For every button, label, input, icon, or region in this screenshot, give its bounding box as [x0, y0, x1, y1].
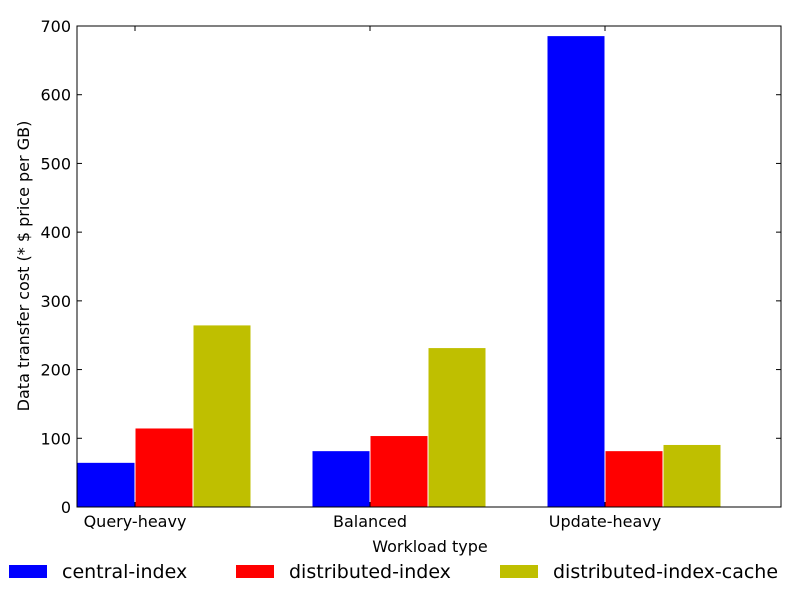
y-tick-label: 600	[40, 86, 71, 105]
plot-frame	[76, 25, 782, 508]
x-tick-label: Update-heavy	[549, 512, 661, 531]
legend-label-central-index: central-index	[62, 561, 187, 583]
bar-distributed-index-cache-query-heavy	[192, 324, 252, 508]
y-axis-label: Data transfer cost (* $ price per GB)	[14, 121, 33, 412]
bar-distributed-index-update-heavy	[604, 450, 664, 508]
bar-distributed-index-balanced	[369, 435, 429, 508]
bar-distributed-index-cache-update-heavy	[662, 443, 722, 508]
x-axis-label: Workload type	[372, 537, 488, 556]
x-tick-label: Balanced	[333, 512, 407, 531]
bar-central-index-balanced	[311, 450, 371, 508]
y-tick-label: 300	[40, 292, 71, 311]
y-tick-label: 700	[40, 17, 71, 36]
legend-label-distributed-index: distributed-index	[289, 561, 451, 583]
bar-central-index-update-heavy	[546, 35, 606, 508]
y-tick-label: 200	[40, 361, 71, 380]
bar-distributed-index-query-heavy	[134, 427, 194, 508]
tick-labels-layer: 0 100 200 300 400 500 600 700 Query-heavy Balance…	[40, 17, 661, 531]
legend: central-index distributed-index distribute…	[9, 561, 778, 583]
y-tick-label: 500	[40, 154, 71, 173]
legend-swatch-distributed-index	[236, 565, 274, 578]
ticks-layer	[77, 25, 781, 508]
legend-swatch-central-index	[9, 565, 47, 578]
legend-label-distributed-index-cache: distributed-index-cache	[553, 561, 778, 583]
bar-central-index-query-heavy	[76, 461, 136, 508]
y-tick-label: 100	[40, 429, 71, 448]
x-tick-label: Query-heavy	[84, 512, 187, 531]
legend-swatch-distributed-index-cache	[500, 565, 538, 578]
y-tick-label: 0	[61, 498, 71, 517]
y-tick-label: 400	[40, 223, 71, 242]
bar-distributed-index-cache-balanced	[427, 347, 487, 508]
bars-layer	[76, 35, 722, 508]
